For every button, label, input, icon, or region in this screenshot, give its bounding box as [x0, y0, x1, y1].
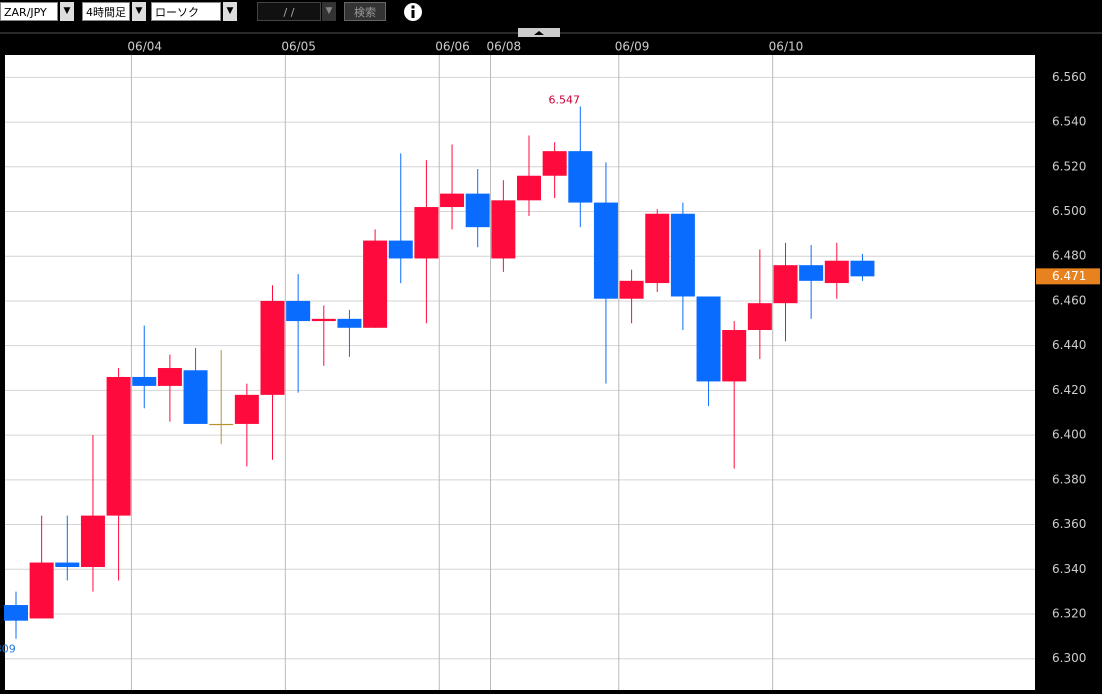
y-tick-label: 6.320: [1052, 606, 1086, 620]
date-picker[interactable]: ▼: [322, 2, 336, 21]
x-tick-label: 06/06: [435, 40, 470, 54]
x-tick-label: 06/09: [615, 40, 650, 54]
candle-body: [491, 200, 516, 259]
x-tick-label: 06/04: [127, 40, 162, 54]
x-tick-label: 06/10: [769, 40, 804, 54]
info-icon-dot: [411, 5, 415, 9]
candle-body: [593, 202, 618, 299]
candle-body: [106, 376, 131, 516]
dropdown-arrow[interactable]: ▼: [60, 2, 74, 21]
y-tick-label: 6.340: [1052, 562, 1086, 576]
candle-body: [234, 394, 259, 424]
y-tick-label: 6.560: [1052, 70, 1086, 84]
y-tick-label: 6.480: [1052, 249, 1086, 263]
x-tick-label: 06/08: [487, 40, 522, 54]
candle-body: [209, 423, 234, 426]
candle-body: [568, 151, 593, 203]
y-tick-label: 6.300: [1052, 651, 1086, 665]
candle-body: [80, 515, 105, 568]
candle-body: [619, 280, 644, 299]
y-tick-label: 6.460: [1052, 293, 1086, 307]
y-tick-label: 6.420: [1052, 383, 1086, 397]
candle-body: [388, 240, 413, 259]
y-tick-label: 6.380: [1052, 472, 1086, 486]
date-input[interactable]: / /: [257, 2, 321, 21]
candle-body: [311, 318, 336, 322]
candle-body: [799, 265, 824, 281]
chart-kind-select[interactable]: ローソク(BID): [151, 2, 221, 38]
pair-select[interactable]: ZAR/JPY: [0, 2, 58, 21]
candle-body: [645, 213, 670, 284]
current-price-label: 6.471: [1052, 269, 1086, 283]
y-tick-label: 6.520: [1052, 159, 1086, 173]
search-button[interactable]: 検索: [344, 2, 386, 21]
x-tick-label: 06/05: [281, 40, 316, 54]
timeframe-select[interactable]: 4時間足: [82, 2, 130, 21]
candle-body: [260, 300, 285, 395]
current-price-box: [1036, 268, 1100, 285]
candle-body: [55, 562, 80, 568]
candle-body: [440, 193, 465, 208]
y-tick-label: 6.500: [1052, 204, 1086, 218]
low-label: 6.309: [0, 643, 16, 656]
candle-body: [542, 151, 567, 176]
dropdown-arrow[interactable]: ▼: [132, 2, 146, 21]
dropdown-arrow[interactable]: ▼: [223, 2, 237, 21]
candle-body: [722, 330, 747, 382]
candle-body: [773, 265, 798, 304]
y-tick-label: 6.360: [1052, 517, 1086, 531]
candle-body: [824, 260, 849, 284]
y-tick-label: 6.400: [1052, 428, 1086, 442]
candle-body: [517, 175, 541, 201]
candle-body: [414, 207, 439, 259]
candle-body: [132, 376, 157, 386]
candle-body: [850, 260, 875, 277]
candle-body: [183, 370, 208, 424]
candle-body: [4, 605, 28, 621]
candle-body: [286, 300, 311, 322]
candle-body: [363, 240, 388, 328]
info-icon-stem: [411, 10, 415, 18]
collapse-arrow: [534, 31, 544, 35]
candle-body: [157, 368, 182, 386]
candle-body: [696, 296, 721, 382]
y-tick-label: 6.440: [1052, 338, 1086, 352]
candle-body: [337, 318, 362, 328]
y-tick-label: 6.540: [1052, 115, 1086, 129]
high-label: 6.547: [549, 93, 581, 106]
candle-body: [670, 213, 695, 297]
candle-body: [747, 303, 772, 331]
candle-body: [29, 562, 54, 619]
candle-body: [465, 193, 490, 228]
